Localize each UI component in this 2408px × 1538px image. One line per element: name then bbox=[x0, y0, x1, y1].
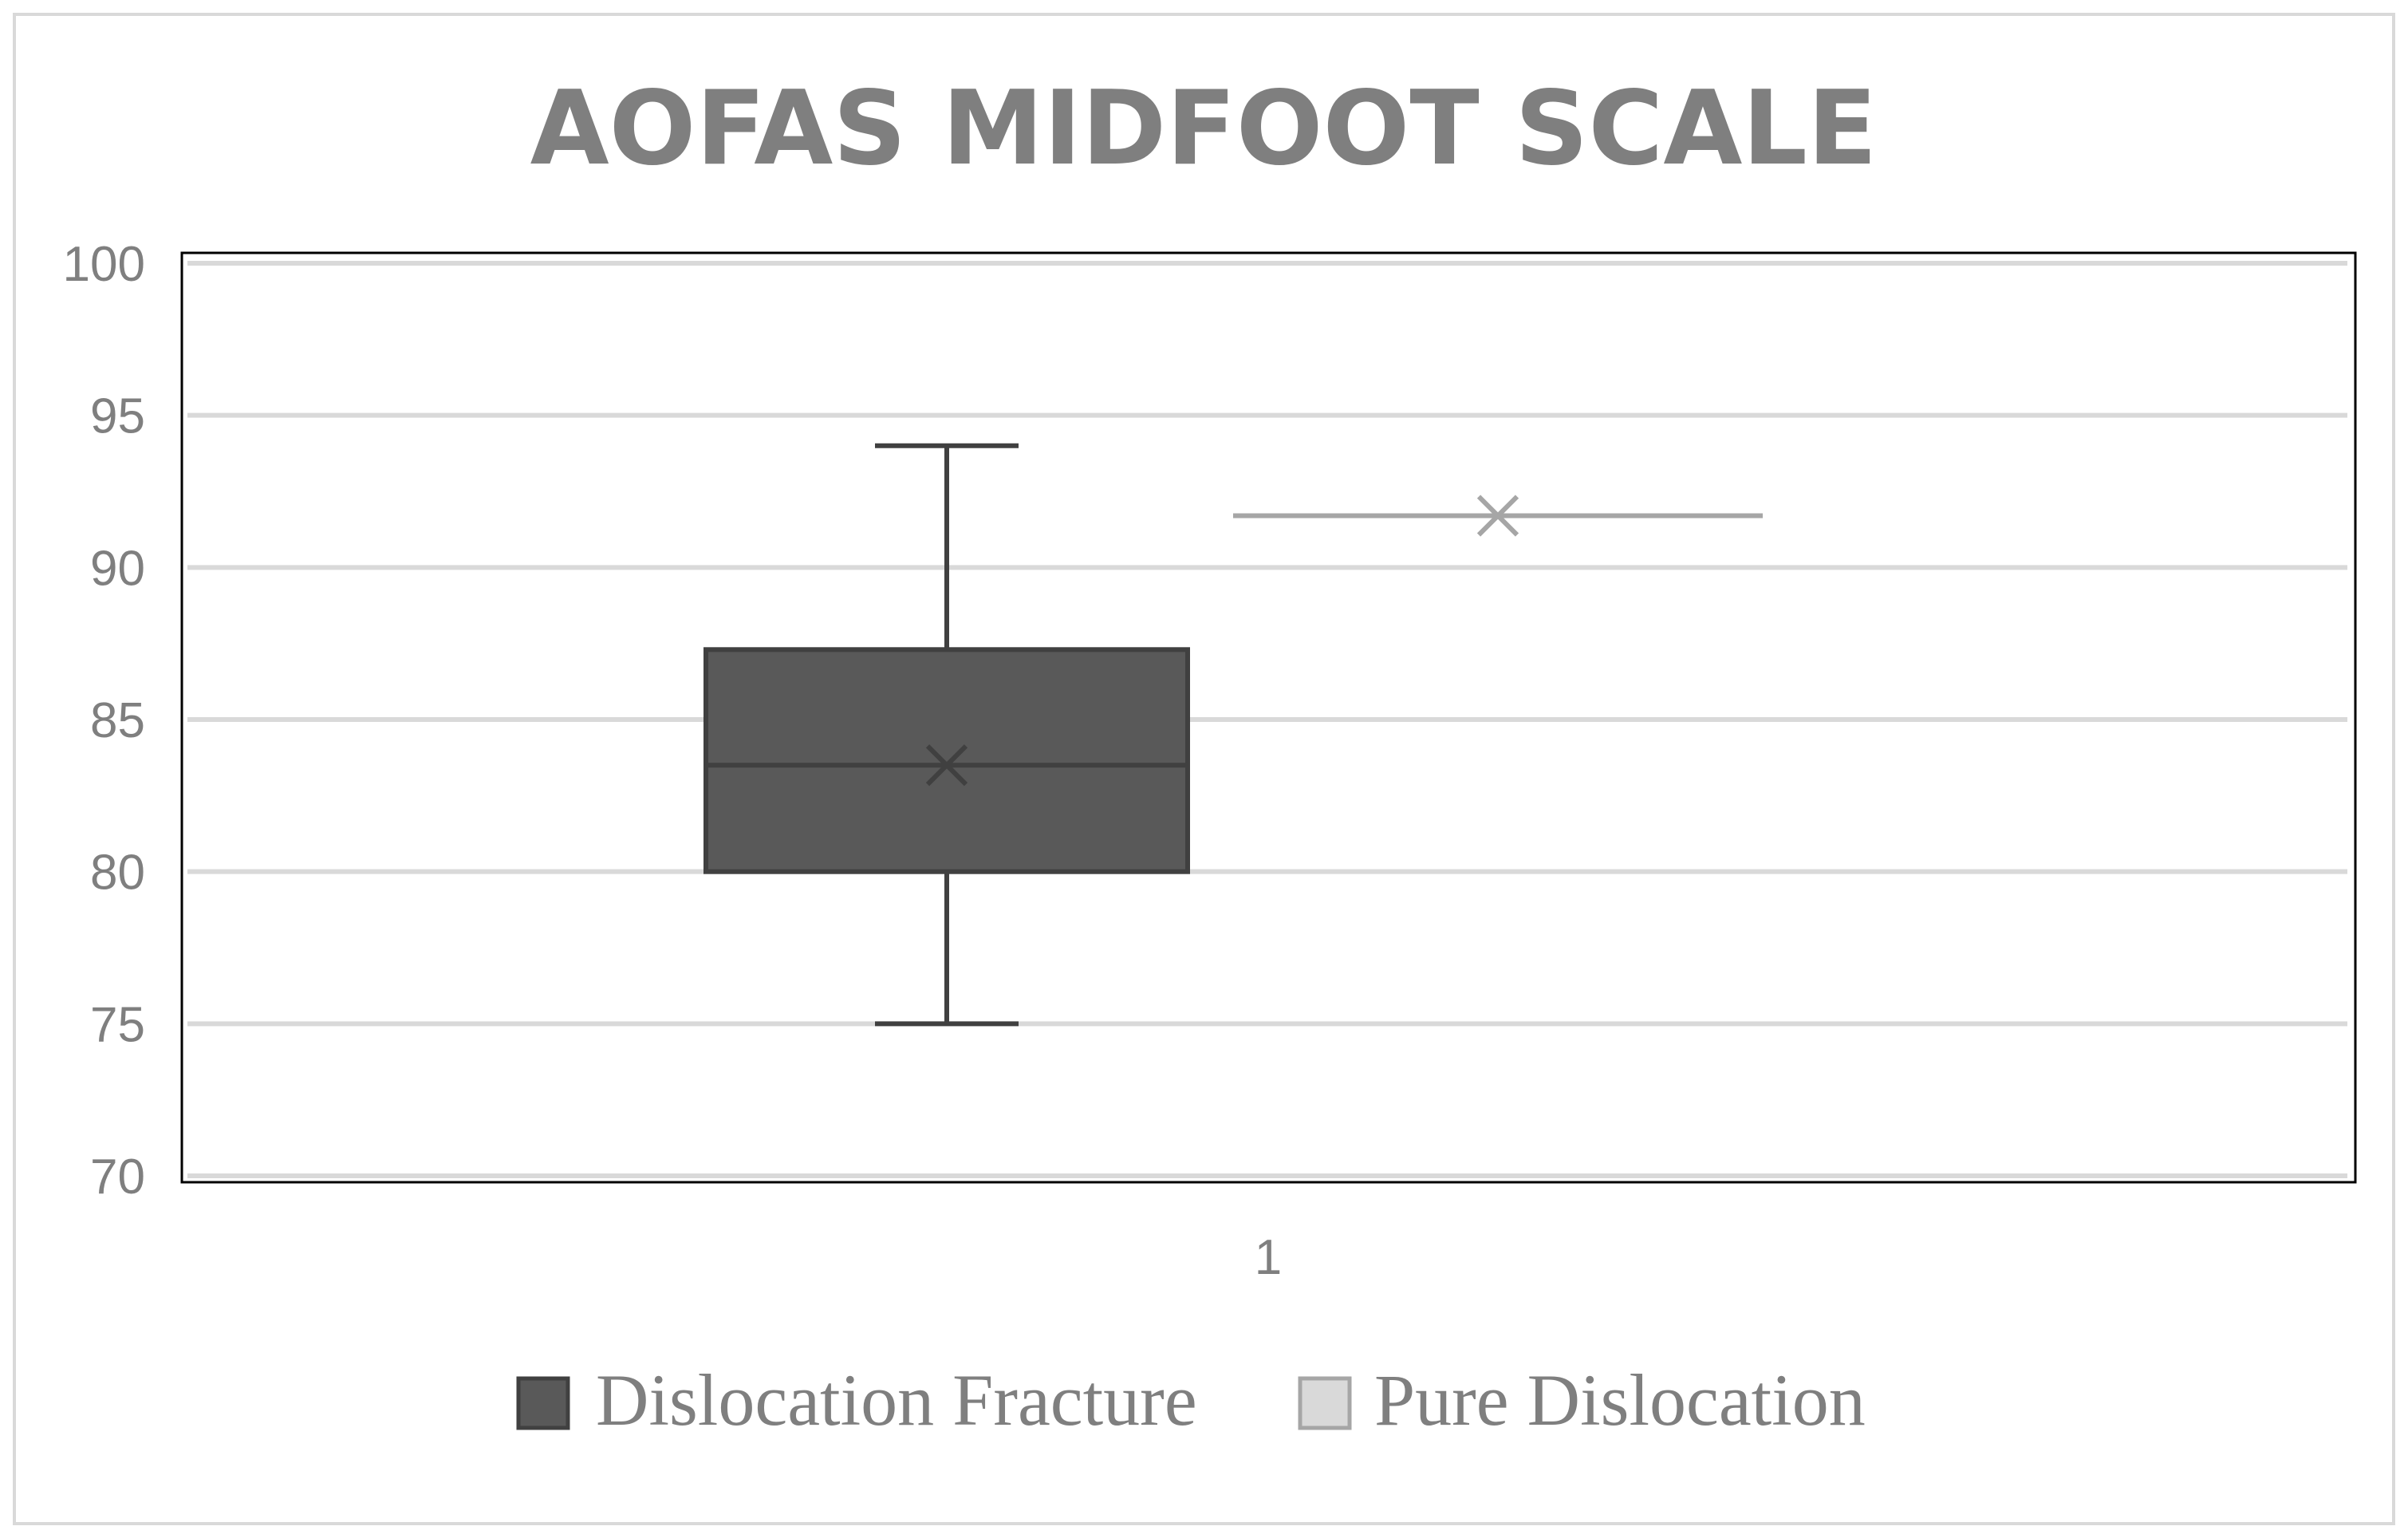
y-tick-label: 80 bbox=[90, 846, 145, 901]
legend-swatch bbox=[1298, 1376, 1352, 1430]
y-tick-label: 75 bbox=[90, 997, 145, 1052]
iqr-box bbox=[703, 647, 1190, 874]
legend: Dislocation Fracture Pure Dislocation bbox=[516, 1359, 1866, 1441]
box-series bbox=[703, 443, 1763, 1027]
y-tick-label: 90 bbox=[90, 541, 145, 596]
y-tick-label: 85 bbox=[90, 693, 145, 748]
x-tick-label: 1 bbox=[1255, 1230, 1282, 1285]
y-tick-label: 70 bbox=[90, 1150, 145, 1205]
gridlines bbox=[187, 261, 2347, 1178]
legend-label: Dislocation Fracture bbox=[596, 1359, 1197, 1441]
legend-label: Pure Dislocation bbox=[1374, 1359, 1866, 1441]
box-series-1 bbox=[703, 443, 1190, 1027]
x-axis-ticks: 1 bbox=[1255, 1230, 1282, 1285]
mean-marker bbox=[1476, 495, 1519, 537]
y-tick-label: 95 bbox=[90, 389, 145, 444]
legend-swatch bbox=[516, 1376, 570, 1430]
legend-item: Dislocation Fracture bbox=[516, 1359, 1197, 1441]
y-tick-label: 100 bbox=[63, 237, 145, 292]
chart-title: AOFAS MIDFOOT SCALE bbox=[530, 69, 1878, 188]
legend-item: Pure Dislocation bbox=[1298, 1359, 1866, 1441]
mean-marker bbox=[925, 744, 968, 787]
y-axis-ticks: 70 75 80 85 90 95 100 bbox=[63, 237, 145, 1205]
box-series-2 bbox=[1233, 495, 1763, 537]
